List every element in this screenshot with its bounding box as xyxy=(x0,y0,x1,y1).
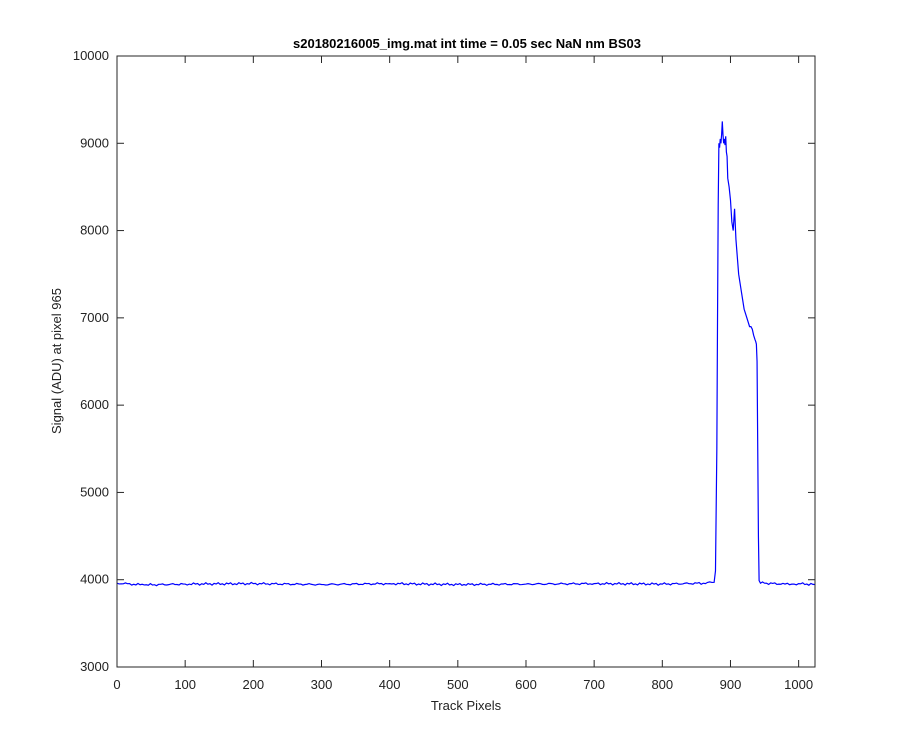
y-tick-label: 10000 xyxy=(73,48,109,63)
x-tick-label: 500 xyxy=(447,677,469,692)
x-axis: 0 100 200 300 400 500 600 700 800 900 1000 xyxy=(113,56,813,692)
x-tick-label: 600 xyxy=(515,677,537,692)
y-tick-label: 8000 xyxy=(80,223,109,238)
y-tick-label: 7000 xyxy=(80,310,109,325)
x-axis-label: Track Pixels xyxy=(431,698,502,713)
x-tick-label: 200 xyxy=(242,677,264,692)
x-tick-label: 800 xyxy=(651,677,673,692)
y-tick-label: 6000 xyxy=(80,397,109,412)
axes-frame xyxy=(116,55,816,668)
x-tick-label: 700 xyxy=(583,677,605,692)
y-tick-label: 5000 xyxy=(80,484,109,499)
x-tick-label: 1000 xyxy=(784,677,813,692)
x-tick-label: 900 xyxy=(720,677,742,692)
y-tick-label: 9000 xyxy=(80,135,109,150)
chart-title: s20180216005_img.mat int time = 0.05 sec… xyxy=(293,36,641,51)
y-tick-label: 4000 xyxy=(80,572,109,587)
y-tick-label: 3000 xyxy=(80,659,109,674)
series-line xyxy=(116,121,816,587)
x-tick-label: 400 xyxy=(379,677,401,692)
y-axis: 3000 4000 5000 6000 7000 8000 9000 10000 xyxy=(73,48,815,674)
x-tick-label: 0 xyxy=(113,677,120,692)
plot-area xyxy=(116,55,816,668)
y-axis-label: Signal (ADU) at pixel 965 xyxy=(49,288,64,434)
x-tick-label: 100 xyxy=(174,677,196,692)
x-tick-label: 300 xyxy=(311,677,333,692)
